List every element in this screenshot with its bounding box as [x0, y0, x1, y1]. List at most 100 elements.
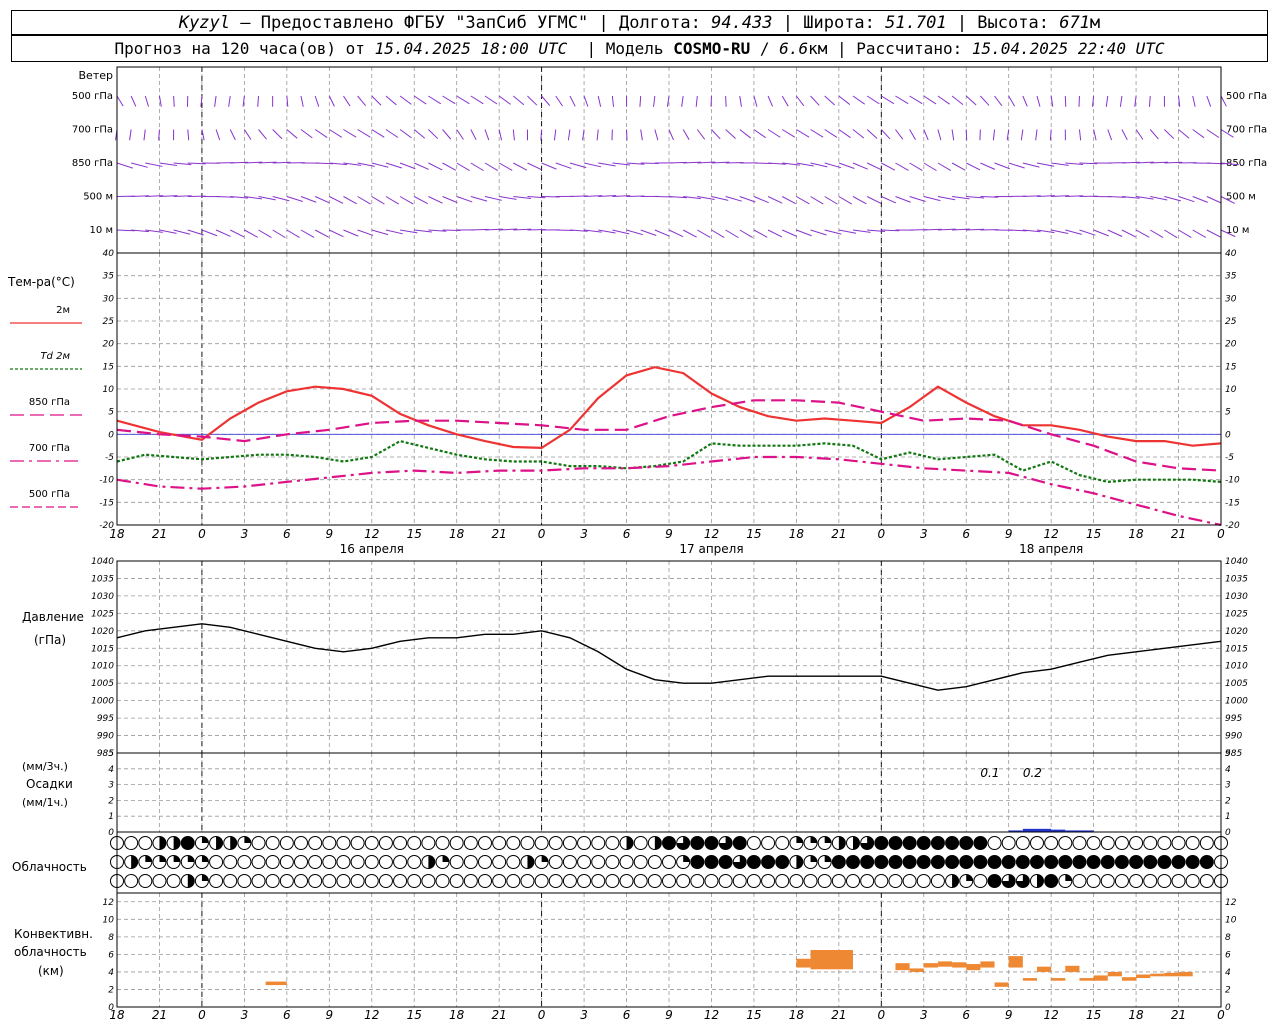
- x-tick-label-bottom: 15: [1086, 1008, 1101, 1022]
- wind-barb: [852, 196, 867, 205]
- cloud-fill-part: [1016, 874, 1030, 888]
- wind-barb: [895, 162, 909, 171]
- cloud-symbol: [294, 855, 308, 869]
- wind-barb: [838, 229, 857, 234]
- cloud-symbol: [690, 836, 705, 850]
- wind-barb: [145, 195, 164, 197]
- x-tick-label-mid: 18: [109, 527, 125, 541]
- cloud-symbol: [916, 874, 931, 888]
- cloud-fill-part: [1002, 874, 1016, 888]
- cloud-symbol: [1044, 836, 1059, 850]
- y-tick-label-right: 5: [1225, 408, 1231, 418]
- y-tick-label-left: -15: [99, 498, 114, 508]
- cloud-symbol: [1129, 874, 1144, 888]
- cloud-symbol: [152, 874, 167, 888]
- wind-barb: [187, 129, 190, 141]
- wind-barb: [952, 228, 971, 231]
- y-tick-label-right: 1020: [1225, 627, 1248, 637]
- cloud-symbol: [1001, 874, 1016, 888]
- cloud-fill-part: [442, 855, 450, 862]
- cloud-circle: [1100, 874, 1115, 888]
- wind-barb: [725, 229, 739, 239]
- wind-barb: [300, 229, 315, 238]
- precip-annotation: 0.2: [1023, 766, 1042, 780]
- y-tick-label-left: 40: [103, 249, 115, 259]
- cloud-symbol: [987, 874, 1002, 888]
- cloud-symbol: [152, 855, 167, 869]
- wind-barb: [909, 196, 926, 202]
- wind-barb: [228, 95, 231, 107]
- cloud-symbol: [322, 836, 337, 850]
- x-tick-label-mid: 15: [407, 527, 422, 541]
- cloud-fill-full: [1087, 855, 1101, 869]
- cloud-circle: [407, 855, 422, 869]
- wind-barb: [923, 228, 942, 231]
- wind-barb: [739, 129, 752, 139]
- wind-barb: [824, 196, 838, 205]
- cloud-symbol: [1157, 855, 1172, 869]
- wind-barb: [596, 129, 599, 141]
- wind-barb: [781, 196, 796, 205]
- y-tick-label-left: 10: [103, 915, 115, 925]
- cloud-fill-full: [761, 855, 775, 869]
- cloud-symbol: [152, 836, 167, 850]
- wind-barb: [852, 229, 871, 233]
- y-tick-label-left: 12: [103, 898, 115, 908]
- cloud-symbol: [237, 836, 252, 850]
- x-tick-label-mid: 21: [1171, 527, 1186, 541]
- cloud-fill-full: [704, 855, 718, 869]
- computed-time: 15.04.2025 22:40 UTC: [971, 39, 1165, 58]
- wind-barb: [838, 129, 851, 139]
- x-tick-label-mid: 21: [492, 527, 507, 541]
- wind-barb: [1178, 196, 1195, 203]
- y-tick-label-left: 35: [103, 272, 115, 282]
- cloud-fill-part: [230, 836, 237, 850]
- cloud-circle: [718, 874, 733, 888]
- cloud-circle: [987, 836, 1002, 850]
- x-tick-label-bottom: 18: [1128, 1008, 1144, 1022]
- cloud-circle: [1114, 836, 1129, 850]
- cloud-symbol: [704, 836, 719, 850]
- wind-barb: [838, 95, 851, 105]
- cloud-symbol: [1072, 836, 1087, 850]
- cloud-symbol: [704, 855, 719, 869]
- cloud-symbol: [902, 874, 917, 888]
- wind-barb: [1149, 129, 1159, 140]
- wind-barb: [1022, 162, 1040, 168]
- cloud-fill-full: [719, 855, 733, 869]
- wind-barb: [810, 196, 824, 205]
- wind-barb: [1079, 229, 1096, 236]
- cloud-symbol: [1030, 836, 1044, 850]
- x-tick-label-mid: 0: [198, 527, 206, 541]
- cloud-fill-part: [187, 855, 195, 862]
- cloud-circle: [393, 855, 408, 869]
- wind-barb: [442, 95, 456, 105]
- forecast-time: 15.04.2025 18:00 UTC: [374, 39, 568, 58]
- cloud-symbol: [237, 874, 252, 888]
- cloud-circle: [378, 874, 393, 888]
- wind-barb: [1093, 229, 1109, 237]
- cloud-symbol: [407, 855, 422, 869]
- convective-bar: [1150, 973, 1165, 977]
- wind-barb: [357, 229, 374, 236]
- cloud-symbol: [534, 855, 549, 869]
- wind-barb: [1192, 129, 1205, 139]
- cloud-circle: [775, 836, 790, 850]
- wind-barb: [952, 196, 970, 200]
- cloud-circle: [1185, 836, 1200, 850]
- wind-barb: [640, 229, 657, 236]
- wind-barb: [653, 95, 656, 107]
- cloud-symbol: [1086, 874, 1101, 888]
- wind-barb: [300, 95, 304, 107]
- convective-bar: [1107, 971, 1122, 977]
- cloud-symbol: [407, 836, 422, 850]
- wind-barb: [711, 229, 725, 239]
- cloud-symbol: [718, 874, 733, 888]
- wind-barb: [711, 129, 721, 140]
- cloud-circle: [506, 836, 521, 850]
- cloud-symbol: [378, 836, 393, 850]
- cloud-circle: [322, 836, 337, 850]
- x-tick-label-mid: 18: [789, 527, 805, 541]
- cloud-symbol: [1086, 836, 1101, 850]
- cloud-symbol: [336, 836, 351, 850]
